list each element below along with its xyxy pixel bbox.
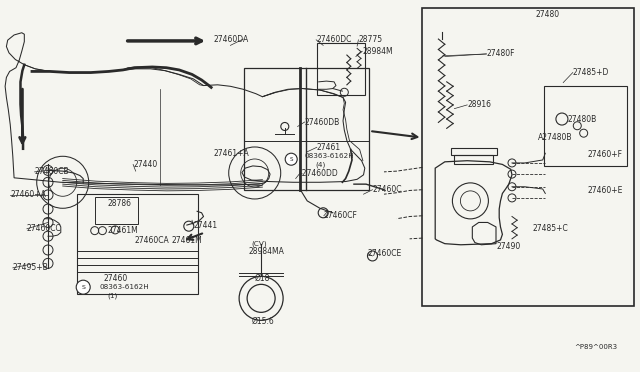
Text: 28984MA: 28984MA: [248, 247, 284, 256]
Text: 27460CF: 27460CF: [324, 211, 358, 220]
Bar: [244, 68, 369, 190]
Text: 27480: 27480: [535, 10, 559, 19]
Bar: [95, 197, 138, 224]
Text: 28984M: 28984M: [362, 47, 393, 56]
Text: 27460+E: 27460+E: [588, 186, 623, 195]
Text: 27485+D: 27485+D: [573, 68, 609, 77]
Text: 27460C: 27460C: [372, 185, 402, 194]
Circle shape: [76, 280, 90, 294]
Text: 28775: 28775: [358, 35, 383, 44]
Bar: [454, 155, 493, 164]
Text: -27460DD: -27460DD: [300, 169, 339, 178]
Text: 27460+A: 27460+A: [10, 190, 46, 199]
Text: 27460CB: 27460CB: [35, 167, 69, 176]
Text: 27460DA: 27460DA: [213, 35, 248, 44]
Text: 27460CC: 27460CC: [27, 224, 61, 233]
Text: 27480B: 27480B: [568, 115, 597, 124]
Text: 27461: 27461: [317, 143, 341, 152]
Text: Ø18: Ø18: [255, 273, 270, 282]
Bar: [544, 86, 627, 166]
Text: 27490: 27490: [497, 242, 521, 251]
Text: 08363-6162H: 08363-6162H: [305, 153, 355, 159]
Text: S: S: [81, 285, 85, 290]
Text: 27495+B: 27495+B: [13, 263, 49, 272]
Text: 27480F: 27480F: [486, 49, 515, 58]
Text: A27480B: A27480B: [538, 133, 572, 142]
Circle shape: [285, 153, 297, 165]
Text: 27461M: 27461M: [108, 226, 138, 235]
Text: 27485+C: 27485+C: [532, 224, 568, 233]
Text: 27461M: 27461M: [172, 236, 202, 245]
Text: 27460DC: 27460DC: [316, 35, 351, 44]
Text: 08363-6162H: 08363-6162H: [99, 284, 149, 290]
Text: 28916: 28916: [467, 100, 492, 109]
Text: 27460DB: 27460DB: [305, 118, 340, 126]
Bar: [77, 194, 198, 294]
Text: 28786: 28786: [108, 199, 132, 208]
Text: 27460CE: 27460CE: [368, 249, 403, 258]
Text: 27460: 27460: [104, 274, 128, 283]
Text: (4): (4): [315, 161, 325, 168]
Text: 27441: 27441: [193, 221, 218, 230]
Text: 27461+A: 27461+A: [213, 149, 249, 158]
Text: ^P89^00R3: ^P89^00R3: [575, 344, 618, 350]
Bar: [422, 8, 634, 306]
Text: 27460+F: 27460+F: [588, 150, 623, 159]
Bar: [451, 148, 497, 155]
Text: S: S: [289, 157, 293, 162]
Text: 27440: 27440: [133, 160, 157, 169]
Text: 27460CA: 27460CA: [134, 236, 169, 245]
Text: (1): (1): [108, 292, 118, 299]
Text: (CV): (CV): [252, 240, 267, 247]
Text: Ø15.6: Ø15.6: [252, 317, 275, 326]
Bar: [317, 43, 365, 95]
